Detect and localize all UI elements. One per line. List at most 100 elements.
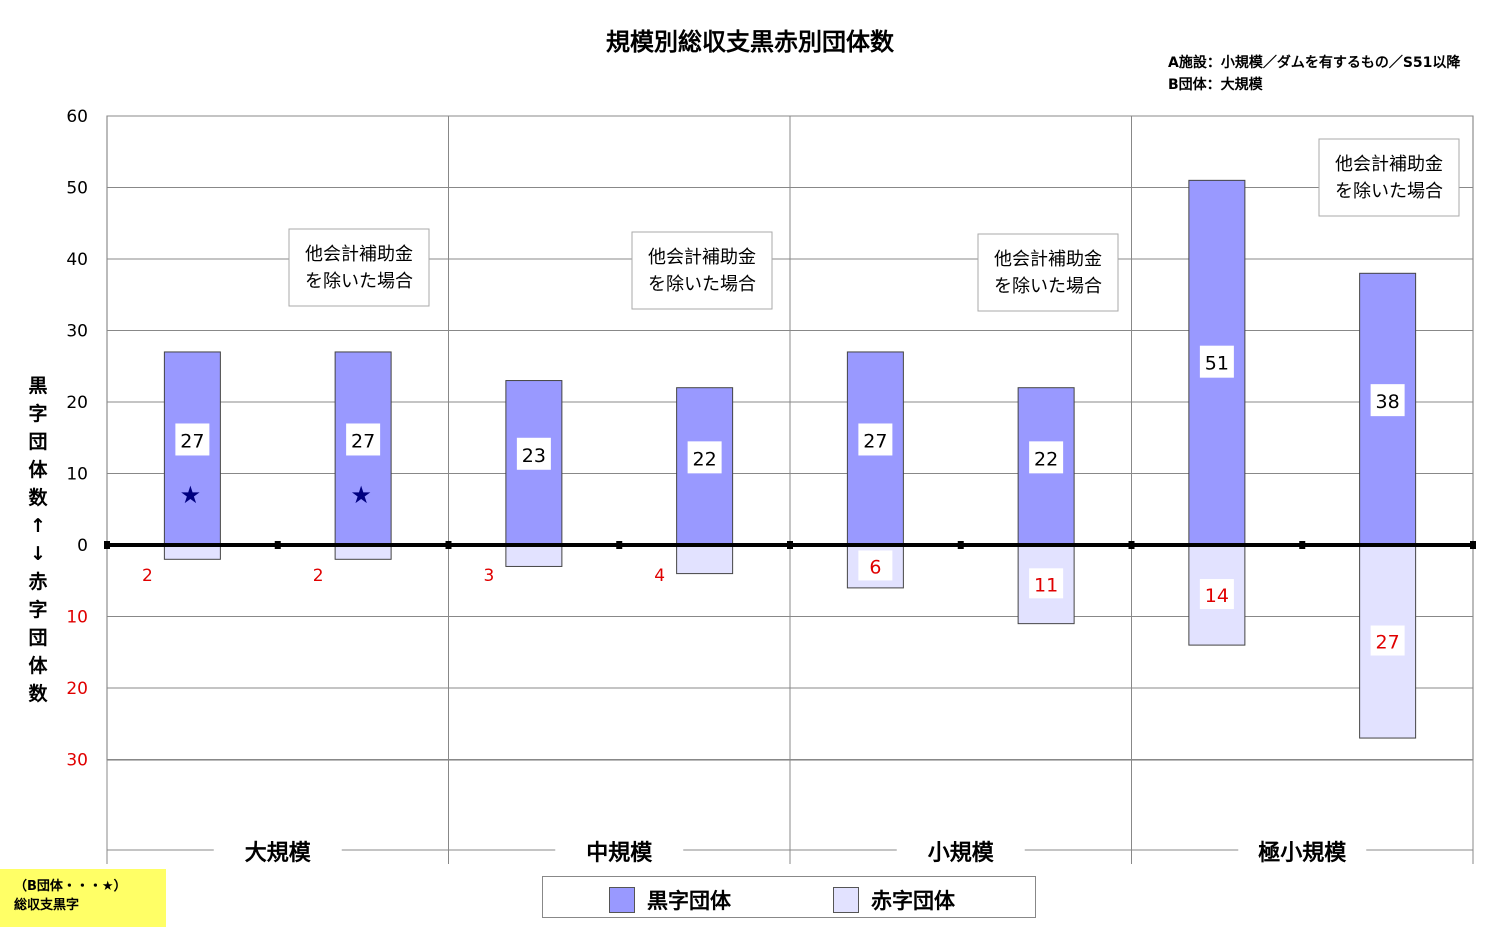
axis-tick xyxy=(1128,541,1135,549)
data-label-bg xyxy=(1370,384,1405,417)
data-label-bg xyxy=(1029,568,1064,599)
y-axis-label-char: 赤 xyxy=(28,571,48,593)
data-label-surplus: 27 xyxy=(180,430,204,452)
bar-deficit xyxy=(505,544,563,567)
legend: 黒字団体 赤字団体 xyxy=(542,876,1036,918)
footnote-line-1: （B団体・・・★） xyxy=(14,879,127,894)
data-label-deficit: 11 xyxy=(1034,574,1058,596)
data-label-deficit: 4 xyxy=(654,566,665,586)
data-label-bg xyxy=(858,550,893,581)
category-label-bg xyxy=(896,834,1025,866)
y-tick-label: 30 xyxy=(66,322,88,342)
annotation-line-1: 他会計補助金 xyxy=(1335,154,1443,175)
annotation-line-2: を除いた場合 xyxy=(305,271,413,292)
annotation-box xyxy=(977,233,1119,312)
category-label: 大規模 xyxy=(245,841,312,866)
data-label-deficit: 3 xyxy=(483,566,494,586)
y-axis-label-char: 字 xyxy=(28,403,48,425)
category-label-bg xyxy=(213,834,342,866)
y-axis-label-char: 数 xyxy=(28,487,48,509)
note-line-2: B団体：大規模 xyxy=(1168,77,1263,93)
chart-title: 規模別総収支黒赤別団体数 xyxy=(606,28,895,56)
y-tick-label-negative: 10 xyxy=(66,608,88,628)
legend-swatch-surplus xyxy=(609,887,635,913)
axis-tick xyxy=(274,541,281,549)
note-line-1: A施設：小規模／ダムを有するもの／S51以降 xyxy=(1168,55,1461,71)
axis-tick xyxy=(1299,541,1306,549)
category-label: 極小規模 xyxy=(1258,840,1347,866)
axis-tick xyxy=(787,541,793,549)
data-label-bg xyxy=(516,437,551,470)
data-label-surplus: 22 xyxy=(1034,448,1058,470)
data-label-surplus: 38 xyxy=(1376,391,1400,413)
annotation-line-2: を除いた場合 xyxy=(648,274,756,295)
category-label: 中規模 xyxy=(586,841,653,866)
data-label-surplus: 51 xyxy=(1205,353,1229,375)
axis-tick xyxy=(445,541,452,549)
y-axis-label-char: ↑ xyxy=(30,515,46,537)
y-axis-label-char: ↓ xyxy=(30,543,46,565)
y-axis-label-char: 数 xyxy=(28,683,48,705)
y-axis-label: 黒字団体数 ↑ ↓ 赤字団体数 xyxy=(24,372,52,708)
axis-tick xyxy=(616,541,623,549)
legend-label-deficit: 赤字団体 xyxy=(871,889,955,913)
y-tick-label: 10 xyxy=(66,465,88,485)
y-axis-label-char: 字 xyxy=(28,599,48,621)
data-label-deficit: 2 xyxy=(313,566,324,586)
legend-item-deficit: 赤字団体 xyxy=(833,885,955,915)
y-tick-label: 20 xyxy=(66,393,88,413)
y-axis-label-char: 体 xyxy=(28,459,48,481)
annotation-line-2: を除いた場合 xyxy=(994,276,1102,297)
axis-tick xyxy=(104,541,110,549)
annotation-line-1: 他会計補助金 xyxy=(994,249,1102,270)
annotation-line-1: 他会計補助金 xyxy=(305,244,413,265)
category-label-bg xyxy=(1238,834,1367,866)
y-axis-label-char: 黒 xyxy=(28,375,48,397)
y-tick-label: 40 xyxy=(66,250,88,270)
annotation-line-2: を除いた場合 xyxy=(1335,181,1443,202)
bar-deficit xyxy=(163,544,221,560)
data-label-deficit: 2 xyxy=(142,566,153,586)
y-tick-label: 60 xyxy=(66,107,88,127)
legend-label-surplus: 黒字団体 xyxy=(647,889,731,913)
annotation-box xyxy=(288,228,430,307)
y-axis-label-char: 団 xyxy=(28,431,48,453)
y-axis-label-char: 体 xyxy=(28,655,48,677)
star-marker: ★ xyxy=(180,481,202,509)
data-label-bg xyxy=(1199,345,1234,378)
bar-deficit xyxy=(334,544,392,560)
data-label-bg xyxy=(858,423,893,456)
data-label-deficit: 6 xyxy=(869,556,881,578)
axis-tick xyxy=(1470,541,1476,549)
y-tick-label: 0 xyxy=(77,536,88,556)
star-marker: ★ xyxy=(350,481,372,509)
data-label-surplus: 27 xyxy=(351,430,375,452)
data-label-bg xyxy=(175,423,210,456)
y-axis-label-char: 団 xyxy=(28,627,48,649)
data-label-bg xyxy=(687,441,722,474)
data-label-surplus: 27 xyxy=(863,430,887,452)
footnote-sticky: （B団体・・・★） 総収支黒字 xyxy=(0,869,166,927)
axis-tick xyxy=(957,541,964,549)
bar-deficit xyxy=(676,544,734,575)
category-label-bg xyxy=(555,834,684,866)
annotation-line-1: 他会計補助金 xyxy=(648,247,756,268)
legend-swatch-deficit xyxy=(833,887,859,913)
data-label-bg xyxy=(1029,441,1064,474)
legend-item-surplus: 黒字団体 xyxy=(609,885,731,915)
annotation-box xyxy=(1318,138,1460,217)
data-label-deficit: 14 xyxy=(1205,585,1229,607)
data-label-bg xyxy=(1199,579,1234,610)
data-label-deficit: 27 xyxy=(1376,632,1400,654)
y-tick-label: 50 xyxy=(66,179,88,199)
data-label-bg xyxy=(1370,625,1405,656)
footnote-line-2: 総収支黒字 xyxy=(14,898,80,913)
data-label-surplus: 23 xyxy=(522,445,546,467)
data-label-surplus: 22 xyxy=(693,448,717,470)
y-tick-label-negative: 20 xyxy=(66,679,88,699)
data-label-bg xyxy=(346,423,381,456)
category-label: 小規模 xyxy=(928,841,995,866)
annotation-box xyxy=(631,231,773,310)
y-tick-label-negative: 30 xyxy=(66,751,88,771)
